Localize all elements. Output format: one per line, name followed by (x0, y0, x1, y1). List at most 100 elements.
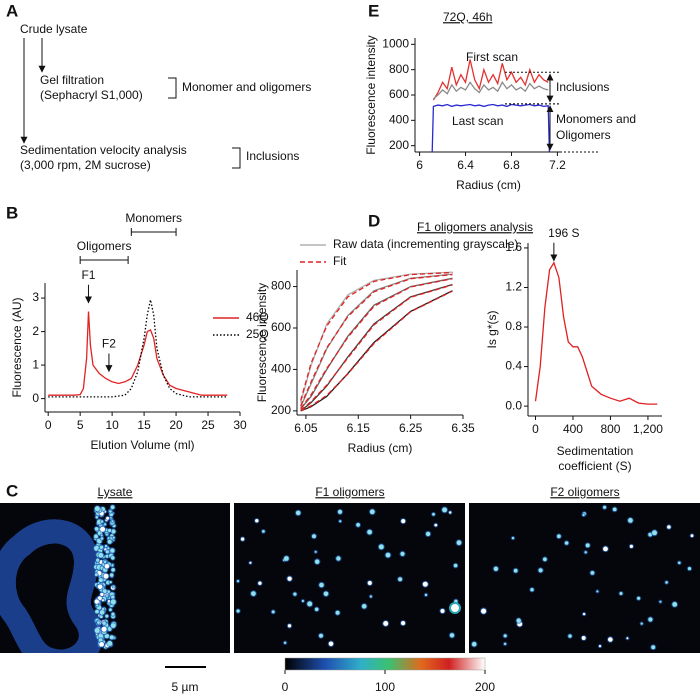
x-tick-label: 5 (77, 418, 84, 432)
punctum (95, 609, 99, 614)
chart: 6.05 6.15 6.25 6.35 200 400 600 800 Radius (cm) F… (255, 220, 533, 455)
punctum (640, 622, 643, 625)
punctum (336, 556, 341, 561)
y-tick-label: 200 (389, 138, 409, 152)
punctum (335, 610, 340, 615)
colorbar-ticks: 0 100 200 (282, 670, 495, 694)
punctum (283, 641, 287, 644)
punctum (590, 571, 595, 575)
range-label: Monomers (125, 211, 182, 225)
punctum (493, 566, 499, 571)
colorbar-tick-label: 200 (475, 680, 495, 694)
chart-title: F1 oligomers analysis (417, 220, 533, 234)
punctum (111, 568, 115, 572)
x-axis-label: coefficient (S) (558, 459, 631, 473)
punctum (100, 537, 104, 540)
y-tick-label: 400 (271, 362, 291, 376)
punctum (503, 634, 507, 638)
punctum (307, 601, 313, 607)
y-tick-label: 3 (32, 290, 39, 304)
punctum (612, 507, 617, 512)
y-tick-label: 0 (32, 391, 39, 405)
panel-label: A (6, 1, 18, 20)
punctum (111, 556, 115, 560)
punctum (432, 512, 435, 516)
punctum (383, 621, 389, 626)
punctum (103, 573, 109, 579)
bracket (168, 77, 177, 99)
series-line (432, 59, 549, 101)
x-tick-label: 6.8 (503, 158, 520, 172)
punctum (651, 645, 656, 650)
punctum (240, 537, 245, 541)
annotation-label: 196 S (548, 226, 579, 240)
punctum (110, 623, 116, 628)
legend-label: 25Q (246, 327, 269, 341)
chart-title: 72Q, 46h (443, 10, 492, 24)
inclusion (0, 531, 91, 653)
punctum (314, 550, 317, 553)
image-title: F1 oligomers (315, 485, 384, 499)
punctum (401, 519, 406, 524)
punctum (513, 568, 518, 573)
punctum (690, 534, 694, 538)
punctum (112, 585, 115, 588)
step: Sedimentation velocity analysis (20, 143, 187, 157)
punctum (424, 593, 428, 597)
punctum (104, 564, 110, 569)
series-line (431, 103, 551, 153)
punctum (328, 641, 334, 647)
punctum (109, 581, 112, 584)
punctum (511, 536, 515, 540)
y-axis-label: Fluorescence (AU) (10, 297, 24, 397)
punctum (582, 513, 585, 517)
punctum (107, 640, 113, 646)
punctum (287, 576, 292, 581)
legend-label: Raw data (incrementing grayscale) (333, 237, 518, 251)
step: Gel filtration (40, 73, 104, 87)
chart: 6 6.4 6.8 7.2 200 400 600 800 1000 Radius (cm) Flu… (364, 10, 636, 192)
punctum (107, 539, 112, 544)
punctum (104, 544, 108, 548)
image (234, 503, 465, 653)
bracket-label: Oligomers (556, 128, 611, 142)
punctum (629, 544, 634, 549)
punctum (442, 507, 448, 513)
y-tick-label: 1.6 (505, 240, 522, 254)
punctum (581, 636, 586, 640)
punctum (337, 509, 343, 514)
punctum (400, 551, 405, 557)
annotation-label: F1 (81, 268, 95, 282)
punctum (95, 516, 99, 519)
punctum (109, 510, 112, 513)
punctum (262, 530, 265, 533)
y-axis-label: Fluorescence intensity (255, 283, 269, 402)
x-tick-label: 1,200 (633, 422, 663, 436)
punctum (608, 637, 613, 642)
x-tick-label: 7.2 (549, 158, 566, 172)
punctum (449, 602, 461, 614)
punctum (584, 551, 587, 554)
range-bar (130, 228, 177, 236)
punctum (102, 589, 107, 594)
punctum (385, 552, 391, 558)
x-tick-label: 15 (137, 418, 151, 432)
x-tick-label: 0 (532, 422, 539, 436)
punctum (110, 599, 116, 605)
series-line (48, 299, 228, 398)
step: Crude lysate (20, 22, 88, 36)
colorbar (284, 657, 486, 671)
punctum (356, 523, 360, 527)
punctum (104, 633, 110, 639)
punctum (652, 530, 657, 536)
punctum (453, 563, 458, 568)
micrographs: Lysate F1 oligomers F2 oligomers 5 µm 0 1… (0, 485, 700, 694)
punctum (367, 529, 372, 535)
bracket (232, 147, 241, 169)
punctum (516, 618, 521, 623)
y-axis-label: Is g*(s) (485, 310, 499, 348)
punctum (672, 602, 678, 607)
x-axis-label: Elution Volume (ml) (90, 438, 194, 452)
punctum (667, 525, 671, 529)
punctum (94, 534, 99, 539)
